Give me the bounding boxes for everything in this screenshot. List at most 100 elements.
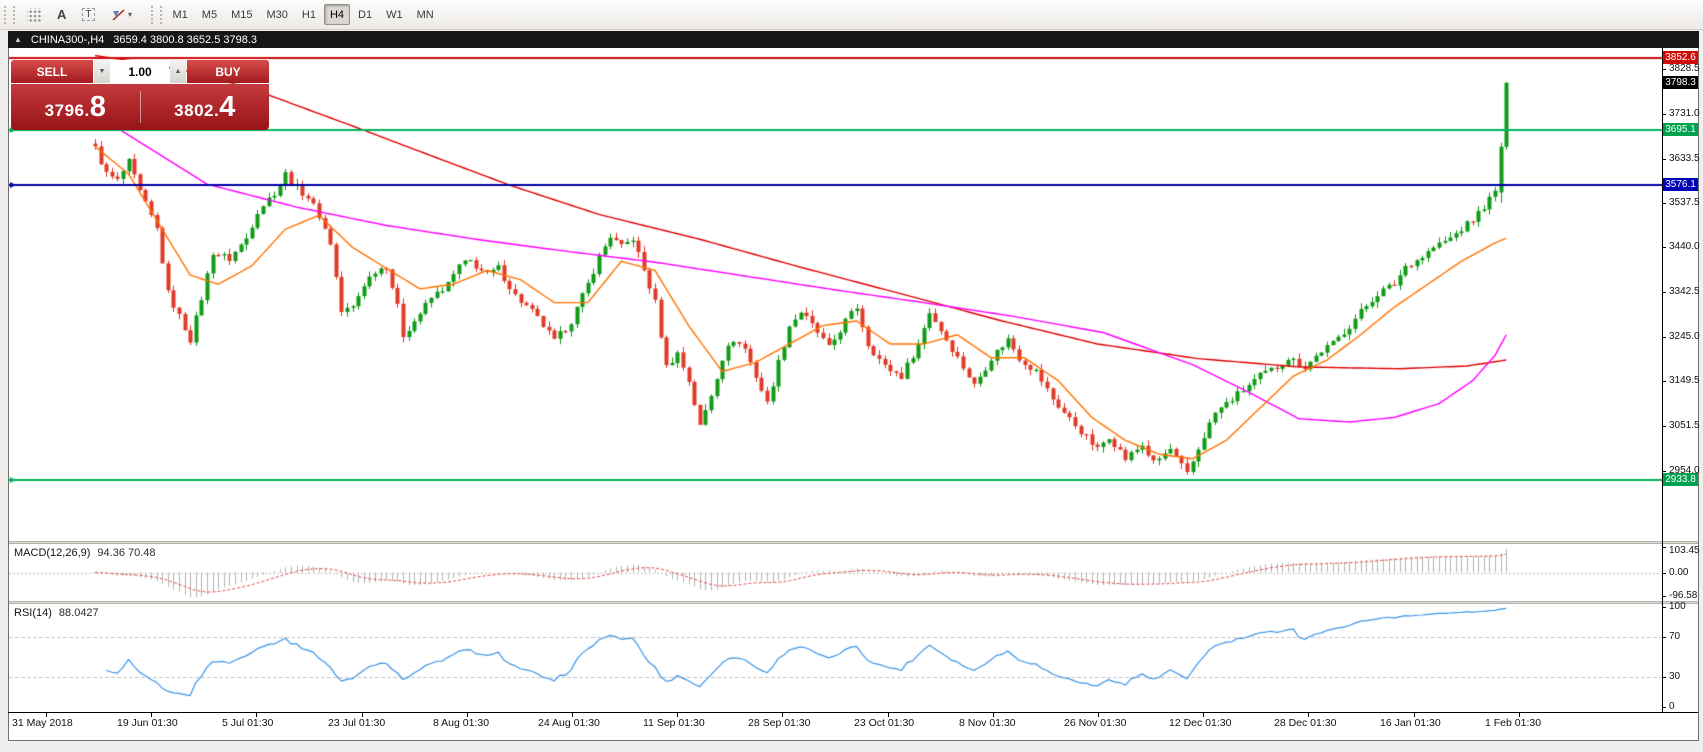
timeframe-toolbar: M1 M5 M15 M30 H1 H4 D1 W1 MN bbox=[166, 4, 441, 25]
trade-panel-controls: SELL ▼ ▲ BUY bbox=[11, 60, 269, 83]
rsi-indicator-canvas[interactable] bbox=[9, 604, 1662, 712]
caret-up-icon: ▲ bbox=[174, 68, 182, 75]
time-axis-tick bbox=[993, 713, 994, 717]
sell-button[interactable]: SELL bbox=[11, 60, 93, 83]
price-tick-label: 3731.0 bbox=[1669, 108, 1700, 119]
time-axis-tick bbox=[1203, 713, 1204, 717]
price-tick-label: 3440.0 bbox=[1669, 241, 1700, 252]
time-axis-tick bbox=[467, 713, 468, 717]
sell-price[interactable]: 3796. 8 bbox=[11, 92, 140, 122]
triangle-icon: ▲ bbox=[14, 35, 22, 44]
rsi-axis-label: 0 bbox=[1669, 701, 1675, 712]
price-tick-dash bbox=[1662, 292, 1666, 293]
rsi-axis-label: 30 bbox=[1669, 671, 1681, 682]
price-tick-label: 3149.5 bbox=[1669, 375, 1700, 386]
rsi-axis-dash bbox=[1662, 607, 1666, 608]
toolbar: A T ▾ M1 M5 M15 M30 H1 H4 D1 W1 MN bbox=[0, 0, 1703, 30]
toolbar-grip-2[interactable] bbox=[150, 5, 162, 24]
macd-axis-label: -96.58 bbox=[1669, 590, 1698, 601]
rsi-axis-label: 70 bbox=[1669, 631, 1681, 642]
rsi-value: 88.0427 bbox=[58, 607, 99, 619]
time-axis-tick bbox=[1519, 713, 1520, 717]
macd-indicator-canvas[interactable] bbox=[9, 544, 1662, 601]
grid-icon bbox=[27, 7, 41, 22]
time-axis-label: 8 Nov 01:30 bbox=[959, 717, 1016, 729]
price-tick-dash bbox=[1662, 381, 1666, 382]
time-axis-border bbox=[8, 712, 1698, 713]
rsi-axis-dash bbox=[1662, 707, 1666, 708]
macd-axis-dash bbox=[1662, 547, 1666, 548]
current-price-label: 3798.3 bbox=[1663, 76, 1698, 89]
panel-splitter-rsi[interactable] bbox=[9, 601, 1698, 604]
time-axis-tick bbox=[256, 713, 257, 717]
main-chart-canvas[interactable] bbox=[9, 48, 1662, 541]
chevron-down-icon: ▾ bbox=[127, 10, 132, 19]
time-axis-label: 28 Dec 01:30 bbox=[1274, 717, 1337, 729]
time-axis-tick bbox=[782, 713, 783, 717]
text-frame-tool-button[interactable]: T bbox=[75, 3, 101, 26]
time-axis-label: 16 Jan 01:30 bbox=[1380, 717, 1441, 729]
buy-button[interactable]: BUY bbox=[187, 60, 269, 83]
time-axis-label: 26 Nov 01:30 bbox=[1064, 717, 1127, 729]
text-frame-icon: T bbox=[82, 8, 95, 21]
timeframe-button-h1[interactable]: H1 bbox=[296, 4, 322, 25]
caret-down-icon: ▼ bbox=[98, 68, 106, 75]
timeframe-button-m30[interactable]: M30 bbox=[260, 4, 293, 25]
volume-increase-button[interactable]: ▲ bbox=[170, 60, 186, 83]
timeframe-button-mn[interactable]: MN bbox=[411, 4, 440, 25]
price-tick-label: 3245.0 bbox=[1669, 331, 1700, 342]
price-tick-dash bbox=[1662, 203, 1666, 204]
crosshair-grid-button[interactable] bbox=[20, 3, 48, 26]
macd-axis-dash bbox=[1662, 573, 1666, 574]
time-axis[interactable]: 31 May 2018 19 Jun 01:30 5 Jul 01:30 23 Jul… bbox=[9, 713, 1698, 739]
price-tick-label: 3051.5 bbox=[1669, 420, 1700, 431]
text-label-icon: A bbox=[57, 7, 67, 22]
time-axis-label: 19 Jun 01:30 bbox=[117, 717, 178, 729]
rsi-axis-label: 100 bbox=[1669, 601, 1686, 612]
price-tick-label: 2954.0 bbox=[1669, 465, 1700, 476]
price-divider bbox=[139, 91, 141, 123]
toolbar-grip[interactable] bbox=[4, 5, 15, 24]
text-tool-button[interactable]: A bbox=[50, 3, 73, 26]
timeframe-button-h4[interactable]: H4 bbox=[323, 4, 350, 25]
chart-symbol-period: CHINA300-,H4 bbox=[30, 33, 105, 46]
time-axis-label: 31 May 2018 bbox=[12, 717, 73, 729]
price-axis[interactable]: 3828.5 3731.0 3633.5 3537.5 3440.0 3342.5 3245… bbox=[1662, 48, 1700, 712]
timeframe-button-m15[interactable]: M15 bbox=[225, 4, 258, 25]
time-axis-tick bbox=[572, 713, 573, 717]
panel-splitter-macd[interactable] bbox=[9, 541, 1698, 544]
timeframe-button-d1[interactable]: D1 bbox=[352, 4, 378, 25]
volume-input[interactable] bbox=[111, 60, 169, 83]
macd-axis-label: 0.00 bbox=[1669, 567, 1689, 578]
time-axis-tick bbox=[888, 713, 889, 717]
timeframe-button-m5[interactable]: M5 bbox=[196, 4, 223, 25]
sell-price-main: 3796. bbox=[44, 101, 90, 120]
chart-ohlc-values: 3659.4 3800.8 3652.5 3798.3 bbox=[113, 33, 258, 46]
price-axis-border bbox=[1662, 48, 1663, 712]
shapes-tool-button[interactable]: ▾ bbox=[104, 3, 140, 26]
price-tick-dash bbox=[1662, 337, 1666, 338]
shapes-icon bbox=[112, 8, 125, 21]
price-tick-dash bbox=[1662, 426, 1666, 427]
volume-decrease-button[interactable]: ▼ bbox=[94, 60, 110, 83]
rsi-axis-dash bbox=[1662, 637, 1666, 638]
timeframe-button-m1[interactable]: M1 bbox=[167, 4, 194, 25]
time-axis-label: 23 Oct 01:30 bbox=[854, 717, 915, 729]
price-tick-label: 3633.5 bbox=[1669, 153, 1700, 164]
rsi-name: RSI(14) bbox=[14, 607, 52, 619]
sell-price-pip: 8 bbox=[89, 91, 106, 123]
level-price-label: 2933.8 bbox=[1663, 473, 1698, 486]
timeframe-button-w1[interactable]: W1 bbox=[380, 4, 409, 25]
buy-price[interactable]: 3802. 4 bbox=[141, 92, 270, 122]
time-axis-label: 12 Dec 01:30 bbox=[1169, 717, 1232, 729]
time-axis-label: 1 Feb 01:30 bbox=[1485, 717, 1542, 729]
time-axis-label: 28 Sep 01:30 bbox=[748, 717, 811, 729]
price-tick-dash bbox=[1662, 471, 1666, 472]
chart-title-bar: ▲ CHINA300-,H4 3659.4 3800.8 3652.5 3798… bbox=[8, 31, 1699, 48]
level-price-label: 3576.1 bbox=[1663, 178, 1698, 191]
price-tick-label: 3342.5 bbox=[1669, 286, 1700, 297]
time-axis-tick bbox=[362, 713, 363, 717]
price-tick-dash bbox=[1662, 69, 1666, 70]
time-axis-label: 24 Aug 01:30 bbox=[538, 717, 600, 729]
